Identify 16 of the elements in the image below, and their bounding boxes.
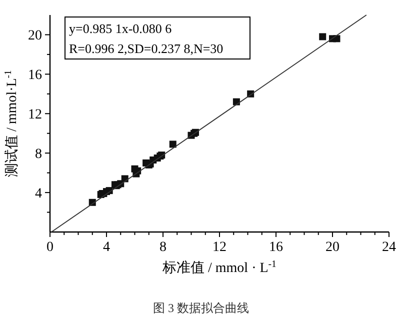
annotation: R=0.996 2,SD=0.237 8,N=30	[69, 41, 224, 56]
x-tick-label: 4	[103, 240, 110, 255]
x-tick-label: 8	[160, 240, 166, 255]
x-tick-label: 0	[46, 240, 54, 255]
x-tick-label: 20	[326, 240, 340, 255]
caption: 图 3 数据拟合曲线	[153, 301, 249, 315]
y-tick-label: 12	[28, 108, 42, 123]
annotation: y=0.985 1x-0.080 6	[69, 21, 172, 36]
x-axis-title: 标准值 / mmol · L$^{-1}$	[162, 258, 277, 276]
x-tick-label: 16	[269, 240, 283, 255]
y-tick-label: 16	[28, 68, 42, 84]
x-tick-label: 24	[382, 240, 396, 255]
y-tick-label: 4	[35, 186, 42, 202]
x-tick-label: 12	[212, 240, 226, 255]
y-tick-label: 20	[28, 28, 42, 44]
y-tick-label: 8	[35, 147, 42, 162]
